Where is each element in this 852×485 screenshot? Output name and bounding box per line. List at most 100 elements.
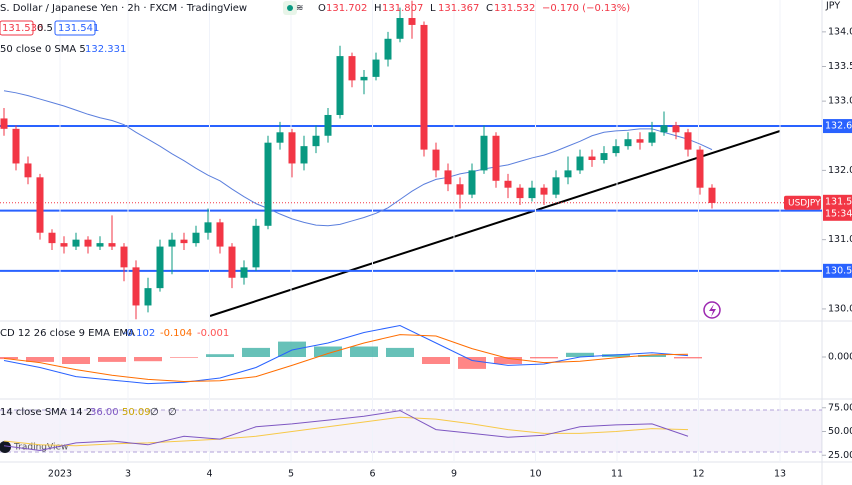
x-tick-label: 6: [369, 469, 375, 480]
macd-hist-bar: [170, 357, 198, 358]
candle-body: [456, 184, 464, 195]
watermark: TradingView: [13, 443, 68, 453]
candle-body: [300, 146, 308, 164]
candle-body: [252, 225, 260, 268]
candle-body: [552, 177, 560, 195]
candle-body: [204, 222, 212, 233]
macd-hist-bar: [602, 354, 630, 357]
x-tick-label: 9: [451, 469, 457, 480]
candle-body: [564, 170, 572, 178]
candle-body: [60, 243, 68, 247]
candle-body: [180, 239, 188, 244]
candle-body: [216, 222, 224, 247]
legend-value: 131.532: [494, 3, 535, 14]
candle-body: [708, 187, 716, 203]
legend-change: −0.170 (−0.13%): [542, 3, 630, 14]
candle-body: [432, 149, 440, 171]
candle-body: [312, 135, 320, 147]
trendline: [209, 130, 781, 317]
legend-value: 131.807: [382, 3, 423, 14]
watermark-logo: [0, 441, 11, 453]
level-tag: [823, 119, 852, 134]
buy-box[interactable]: [54, 20, 96, 36]
sell-box[interactable]: [0, 20, 34, 36]
macd-hist-bar: [386, 347, 414, 357]
x-tick-label: 4: [206, 469, 212, 480]
macd-hist-bar: [62, 357, 90, 364]
candle-body: [480, 135, 488, 171]
macd-hist-bar: [314, 346, 342, 357]
alert-icon[interactable]: [703, 301, 721, 319]
candle-body: [444, 170, 452, 185]
candle-body: [684, 132, 692, 150]
macd-line: [3, 324, 689, 385]
rsi-line: [3, 410, 689, 452]
macd-label: CD 12 26 close 9 EMA EMA: [0, 328, 135, 339]
candle-body: [384, 38, 392, 60]
candle-body: [600, 153, 608, 160]
rsi-tick-label: 50.00: [828, 426, 852, 437]
alert-icon-bolt: [709, 304, 716, 317]
candle-body: [276, 132, 284, 143]
macd-reading: -0.102: [123, 328, 155, 339]
symbol-tag: USDJPY: [788, 198, 821, 208]
countdown: 15:34: [825, 208, 852, 219]
spread: 0.5: [37, 23, 53, 34]
macd-hist-bar: [530, 357, 558, 359]
candle-body: [72, 239, 80, 247]
candle-body: [468, 170, 476, 195]
x-tick-label: 11: [611, 469, 623, 480]
candle-body: [408, 18, 416, 25]
header: S. Dollar / Japanese Yen · 2h · FXCM · T…: [0, 1, 840, 453]
macd-tick-label: 0.000: [828, 352, 852, 363]
x-tick-label: 2023: [48, 469, 72, 480]
sma-value: 132.331: [85, 44, 126, 55]
macd-hist-bar: [638, 354, 666, 357]
candle-body: [636, 139, 644, 143]
candle-body: [588, 156, 596, 160]
legend-value: 131.702: [326, 3, 367, 14]
candle-body: [48, 232, 56, 244]
signal-line: [3, 334, 689, 383]
macd-hist-bar: [494, 357, 522, 364]
candle-body: [0, 118, 8, 129]
candle-body: [240, 267, 248, 278]
candle-body: [648, 132, 656, 143]
candle-body: [168, 239, 176, 247]
price-tag: 131.532: [825, 196, 852, 207]
candle-body: [492, 135, 500, 181]
level-tag-label: 130.5: [825, 265, 852, 276]
x-tick-label: 5: [288, 469, 294, 480]
price-tag-box: [823, 194, 852, 221]
level-tag: [823, 263, 852, 278]
candle-body: [144, 288, 152, 306]
candle-body: [132, 267, 140, 306]
x-tick-label: 10: [529, 469, 541, 480]
rsi-label: 14 close SMA 14 2: [0, 407, 92, 418]
rsi-sma-line: [3, 416, 689, 447]
plot: [0, 0, 716, 320]
candle-body: [528, 187, 536, 199]
candle-body: [696, 149, 704, 188]
ask: 131.541: [58, 23, 99, 34]
y-tick-label: 132.0: [828, 165, 852, 176]
candle-body: [672, 125, 680, 133]
candle-body: [12, 128, 20, 164]
candle-body: [324, 114, 332, 136]
macd-hist-bar: [0, 357, 18, 360]
currency[interactable]: JPY: [825, 1, 840, 12]
candle-body: [396, 18, 404, 39]
y-tick-label: 131.0: [828, 234, 852, 245]
legend-key: L: [430, 3, 436, 14]
candle-body: [96, 243, 104, 247]
symbol-title: S. Dollar / Japanese Yen · 2h · FXCM · T…: [0, 3, 247, 14]
y-tick-label: 134.0: [828, 26, 852, 37]
rsi-reading: ∅: [168, 407, 177, 418]
x-tick-label: 3: [125, 469, 131, 480]
macd-hist-bar: [206, 354, 234, 357]
rsi-tick-label: 75.00: [828, 402, 852, 413]
market-dot: [287, 5, 293, 11]
candle-body: [372, 59, 380, 77]
symbol-tag-box: [784, 195, 821, 210]
